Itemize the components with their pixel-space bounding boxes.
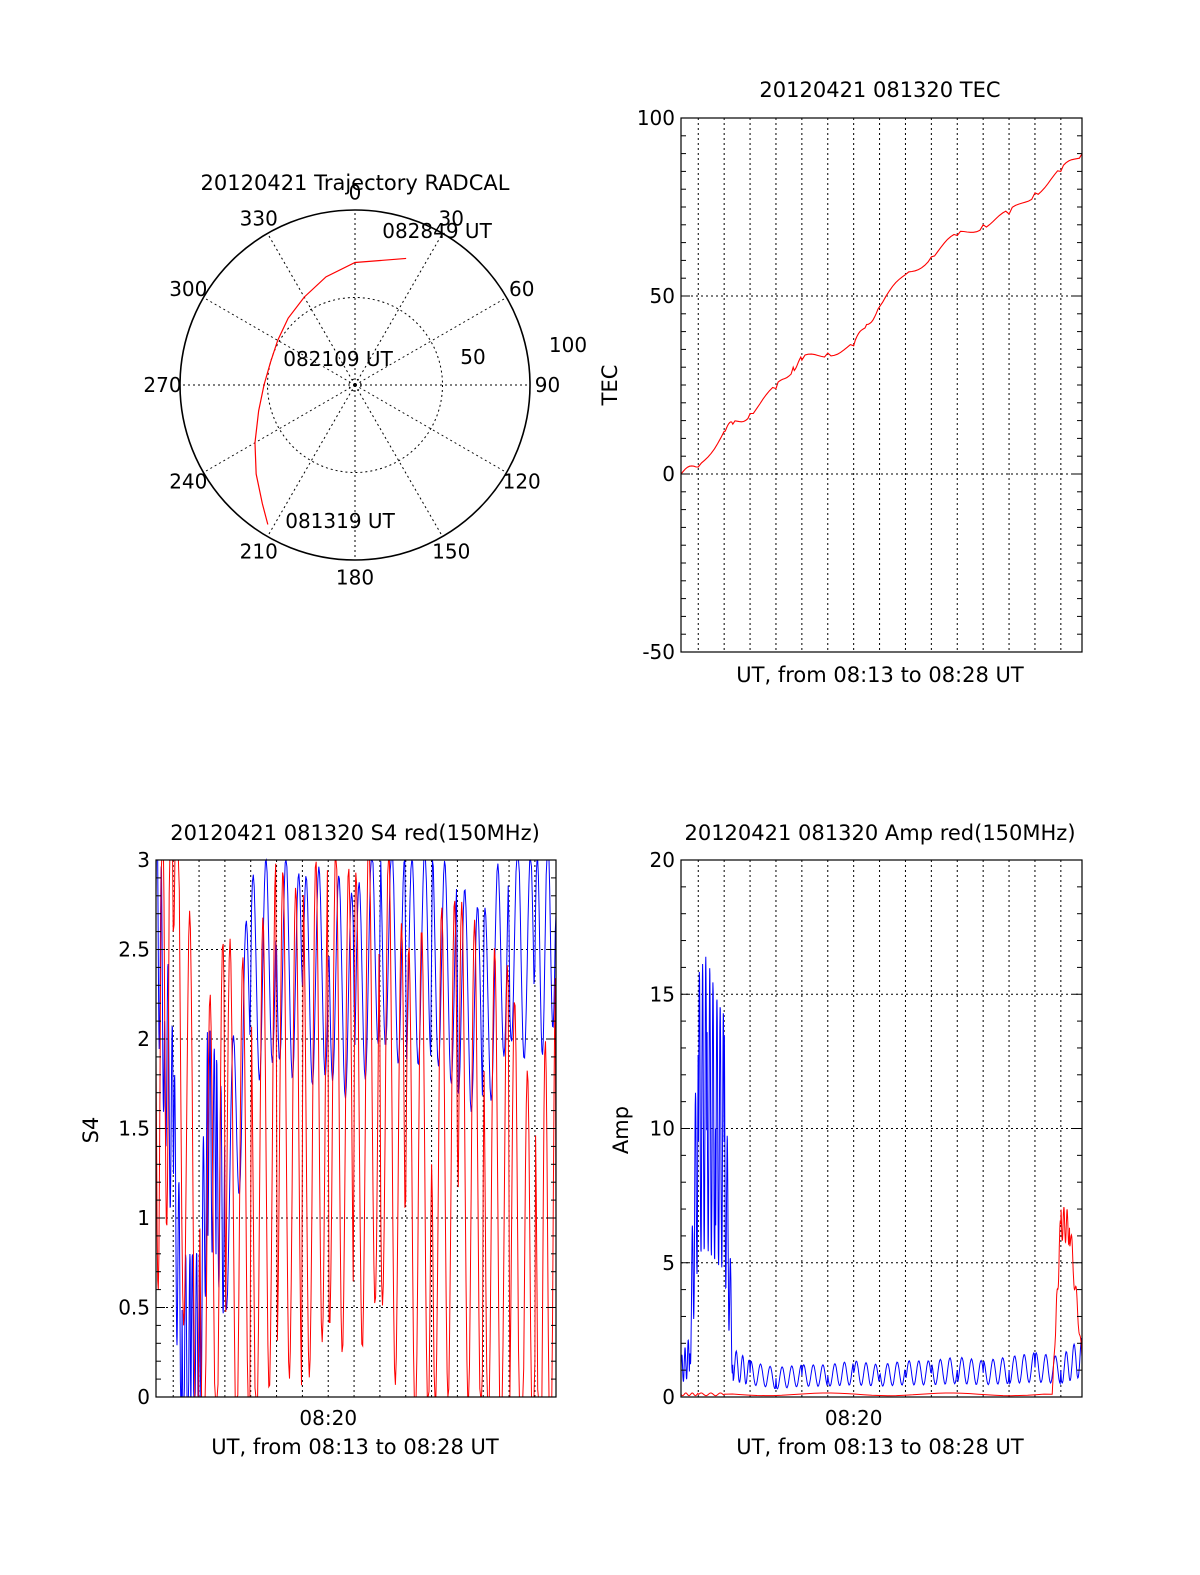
polar-spoke — [203, 297, 356, 386]
polar-outer-circle — [179, 209, 531, 561]
tec-x-axis-label: UT, from 08:13 to 08:28 UT — [736, 663, 1024, 687]
tec-title: 20120421 081320 TEC — [759, 78, 1000, 102]
amp-title: 20120421 081320 Amp red(150MHz) — [684, 821, 1075, 845]
polar-spoke — [354, 384, 507, 473]
polar-annotations: 082849 UT 082109 UT 081319 UT — [283, 219, 492, 533]
polar-grid-circle — [267, 297, 443, 473]
polar-radial-label: 100 — [549, 333, 587, 357]
s4-ytick-label: 0 — [137, 1385, 150, 1409]
polar-trajectory-plot: 20120421 Trajectory RADCAL 0 30 60 90 120 150… — [143, 171, 587, 590]
polar-annotation: 082109 UT — [283, 347, 393, 371]
polar-angle-label: 0 — [349, 181, 362, 205]
amp-x-axis-label: UT, from 08:13 to 08:28 UT — [736, 1435, 1024, 1459]
polar-angle-label: 60 — [509, 277, 534, 301]
s4-ytick-label: 2.5 — [118, 938, 150, 962]
polar-radial-labels: 50 100 — [460, 333, 587, 369]
tec-ytick-label: -50 — [642, 640, 675, 664]
polar-grid — [179, 209, 531, 561]
tec-grid — [681, 118, 1082, 652]
polar-spoke — [354, 384, 443, 537]
s4-series-line — [155, 858, 557, 1398]
amp-ytick-label: 5 — [662, 1251, 675, 1275]
polar-angle-label: 300 — [169, 277, 207, 301]
polar-angle-label: 240 — [169, 469, 207, 493]
polar-spoke — [354, 233, 443, 386]
amp-ytick-label: 0 — [662, 1385, 675, 1409]
polar-angle-label: 180 — [336, 566, 374, 590]
polar-angle-label: 330 — [240, 206, 278, 230]
polar-angle-label: 270 — [143, 373, 181, 397]
amp-series-line — [680, 956, 1083, 1390]
s4-xtick-label: 08:20 — [299, 1406, 357, 1430]
s4-y-axis-label: S4 — [79, 1117, 103, 1144]
tec-y-axis-label: TEC — [598, 365, 622, 407]
s4-plot: 20120421 081320 S4 red(150MHz) UT, from … — [79, 821, 557, 1459]
tec-series — [680, 153, 1083, 475]
s4-ytick-label: 0.5 — [118, 1296, 150, 1320]
polar-annotation: 081319 UT — [285, 509, 395, 533]
amp-series-line — [680, 1207, 1083, 1397]
amp-plot: 20120421 081320 Amp red(150MHz) UT, from… — [609, 821, 1083, 1459]
tec-plot: 20120421 081320 TEC UT, from 08:13 to 08… — [598, 78, 1083, 687]
polar-angle-label: 210 — [240, 540, 278, 564]
polar-angle-labels: 0 30 60 90 120 150 180 210 240 270 300 330 — [143, 181, 560, 590]
amp-ytick-label: 20 — [650, 848, 675, 872]
polar-trajectory-line — [254, 257, 407, 525]
polar-spoke — [354, 297, 507, 386]
amp-series — [680, 956, 1083, 1397]
tec-frame — [680, 117, 1083, 653]
s4-ytick-label: 3 — [137, 848, 150, 872]
s4-ytick-label: 1 — [137, 1206, 150, 1230]
polar-series — [254, 257, 407, 525]
polar-title: 20120421 Trajectory RADCAL — [201, 171, 510, 195]
amp-ticks — [681, 859, 1082, 1398]
s4-ytick-label: 2 — [137, 1027, 150, 1051]
polar-spoke — [267, 384, 356, 537]
polar-angle-label: 150 — [432, 540, 470, 564]
amp-ytick-label: 15 — [650, 982, 675, 1006]
s4-ytick-label: 1.5 — [118, 1117, 150, 1141]
polar-angle-label: 90 — [535, 373, 560, 397]
amp-ytick-label: 10 — [650, 1117, 675, 1141]
polar-spoke — [267, 233, 356, 386]
tec-ytick-label: 0 — [662, 462, 675, 486]
tec-ytick-label: 100 — [637, 106, 675, 130]
polar-spoke — [203, 384, 356, 473]
polar-angle-label: 30 — [439, 206, 464, 230]
tec-ticks — [681, 117, 1082, 653]
amp-grid — [681, 860, 1082, 1397]
polar-annotation: 082849 UT — [382, 219, 492, 243]
amp-y-axis-label: Amp — [609, 1106, 633, 1154]
tec-ytick-label: 50 — [650, 284, 675, 308]
s4-ticks — [156, 859, 556, 1398]
tec-series-line — [680, 153, 1083, 475]
s4-x-axis-label: UT, from 08:13 to 08:28 UT — [211, 1435, 499, 1459]
s4-title: 20120421 081320 S4 red(150MHz) — [170, 821, 540, 845]
polar-angle-label: 120 — [503, 469, 541, 493]
polar-radial-label: 50 — [460, 345, 485, 369]
amp-xtick-label: 08:20 — [825, 1406, 883, 1430]
